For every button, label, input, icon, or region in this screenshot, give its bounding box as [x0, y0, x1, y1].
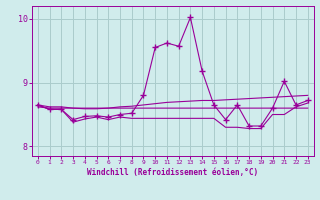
X-axis label: Windchill (Refroidissement éolien,°C): Windchill (Refroidissement éolien,°C) — [87, 168, 258, 177]
